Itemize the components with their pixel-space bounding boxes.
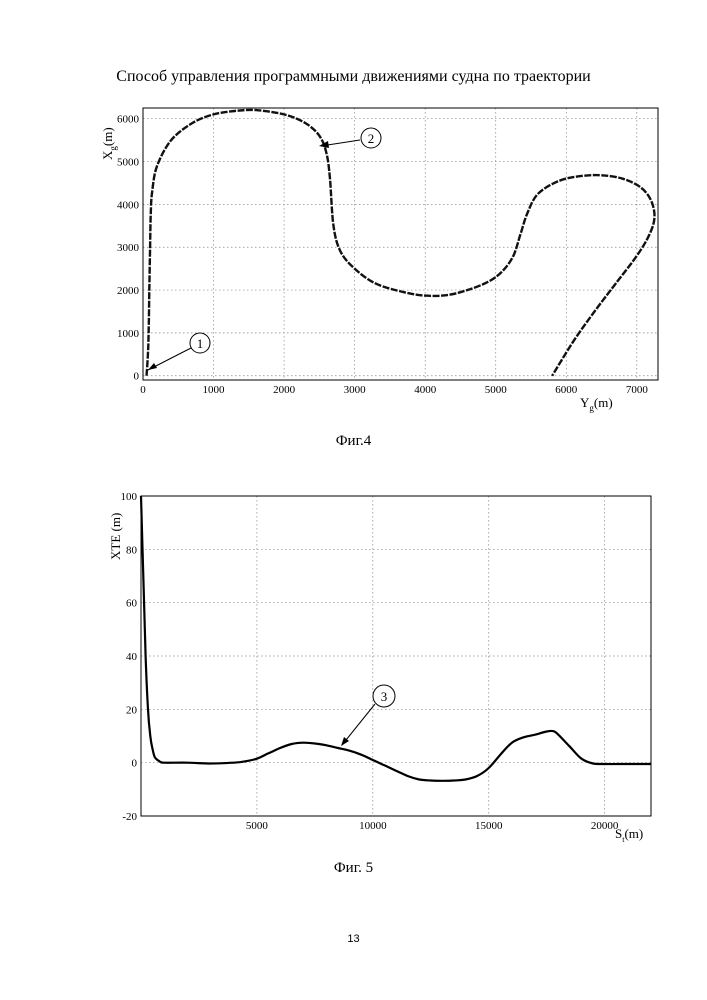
figure-4-trajectory-chart: 0 1000 2000 3000 4000 5000 6000 7000 0 1000 2000 30… xyxy=(95,100,675,430)
figure-4-x-tick-label: 6000 xyxy=(555,384,578,396)
figure-4-plot-frame xyxy=(143,108,658,380)
figure-5-y-tick-label: 100 xyxy=(121,491,138,503)
figure-5-y-tick-label: 20 xyxy=(126,704,138,716)
figure-5-xte-line xyxy=(141,496,651,781)
figure-4-x-tick-label: 1000 xyxy=(203,384,226,396)
callout-1-label: 1 xyxy=(197,336,204,351)
figure-5-y-tick-label: -20 xyxy=(122,811,137,823)
figure-4-y-tick-label: 5000 xyxy=(117,157,140,169)
figure-4-x-tick-label: 0 xyxy=(140,384,146,396)
figure-4-x-axis-label: Yg(m) xyxy=(580,395,613,413)
figure-4-x-tick-label: 3000 xyxy=(344,384,367,396)
figure-5-y-tick-label: 80 xyxy=(126,544,138,556)
figure-4-y-tick-label: 0 xyxy=(134,371,140,383)
figure-4-trajectory-line xyxy=(147,110,655,376)
figure-5-y-axis-label: XTE (m) xyxy=(108,513,123,560)
page-number: 13 xyxy=(0,933,707,945)
figure-5-xte-chart: 5000100001500020000-20020406080100 XTE (… xyxy=(100,485,660,850)
figure-4-y-tick-label: 1000 xyxy=(117,328,140,340)
figure-5-x-tick-label: 5000 xyxy=(246,820,269,832)
figure-4-y-axis-label: Xg(m) xyxy=(100,127,118,160)
page-title: Способ управления программными движениям… xyxy=(0,68,707,86)
figure-4-caption: Фиг.4 xyxy=(0,433,707,450)
figure-4-y-tick-label: 2000 xyxy=(117,285,140,297)
figure-5-caption: Фиг. 5 xyxy=(0,860,707,877)
figure-5-y-tick-label: 0 xyxy=(132,758,138,770)
figure-4-x-tick-label: 4000 xyxy=(414,384,437,396)
figure-4-x-tick-label: 5000 xyxy=(485,384,508,396)
figure-5-x-tick-label: 10000 xyxy=(359,820,387,832)
callout-3-leader xyxy=(342,704,375,745)
figure-4-y-tick-label: 3000 xyxy=(117,242,140,254)
callout-2-label: 2 xyxy=(368,131,375,146)
figure-5-x-axis-label: St(m) xyxy=(615,826,643,844)
callout-1-arrowhead xyxy=(148,363,157,370)
figure-5-x-tick-label: 15000 xyxy=(475,820,503,832)
figure-4-x-tick-label: 2000 xyxy=(273,384,296,396)
figure-4-x-tick-label: 7000 xyxy=(626,384,649,396)
callout-3-label: 3 xyxy=(381,689,388,704)
figure-4-y-tick-label: 6000 xyxy=(117,114,140,126)
figure-4-y-tick-label: 4000 xyxy=(117,199,140,211)
figure-5-y-tick-label: 60 xyxy=(126,598,138,610)
figure-5-y-tick-label: 40 xyxy=(126,651,138,663)
